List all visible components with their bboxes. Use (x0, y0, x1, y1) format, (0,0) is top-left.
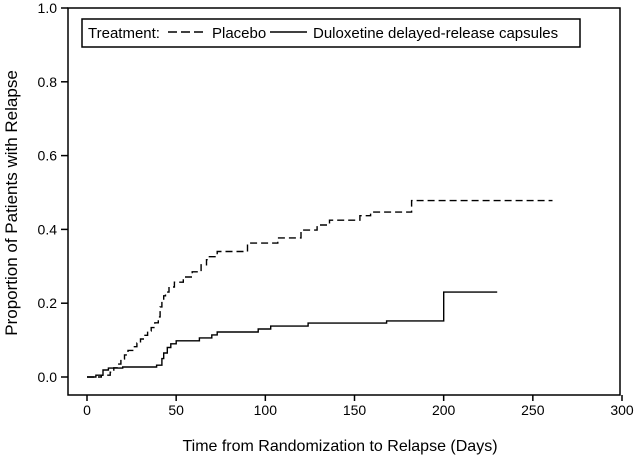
y-tick-label: 0.4 (38, 221, 58, 237)
duloxetine-curve (87, 291, 498, 378)
y-axis-ticks: 0.0 0.2 0.4 0.6 0.8 1.0 (38, 0, 68, 385)
x-tick-label: 150 (343, 402, 367, 418)
y-tick-label: 0.2 (38, 295, 58, 311)
legend-title: Treatment: (88, 25, 160, 42)
plot-frame (67, 7, 621, 396)
x-tick-label: 100 (254, 402, 278, 418)
x-tick-label: 0 (83, 402, 91, 418)
x-axis-ticks: 0 50 100 150 200 250 300 (83, 395, 634, 418)
y-tick-label: 1.0 (38, 0, 58, 16)
legend-box (81, 18, 581, 48)
legend: Treatment: Placebo Duloxetine delayed-re… (81, 18, 581, 48)
legend-label-placebo: Placebo (212, 25, 266, 42)
legend-label-duloxetine: Duloxetine delayed-release capsules (313, 25, 558, 42)
y-tick-label: 0.0 (38, 369, 58, 385)
x-tick-label: 50 (168, 402, 184, 418)
y-tick-label: 0.6 (38, 148, 58, 164)
x-tick-label: 250 (521, 402, 545, 418)
y-tick-label: 0.8 (38, 74, 58, 90)
x-tick-label: 200 (432, 402, 456, 418)
y-axis-label: Proportion of Patients with Relapse (2, 70, 21, 336)
x-axis-label: Time from Randomization to Relapse (Days… (182, 438, 497, 455)
placebo-curve (87, 199, 553, 378)
x-tick-label: 300 (610, 402, 634, 418)
